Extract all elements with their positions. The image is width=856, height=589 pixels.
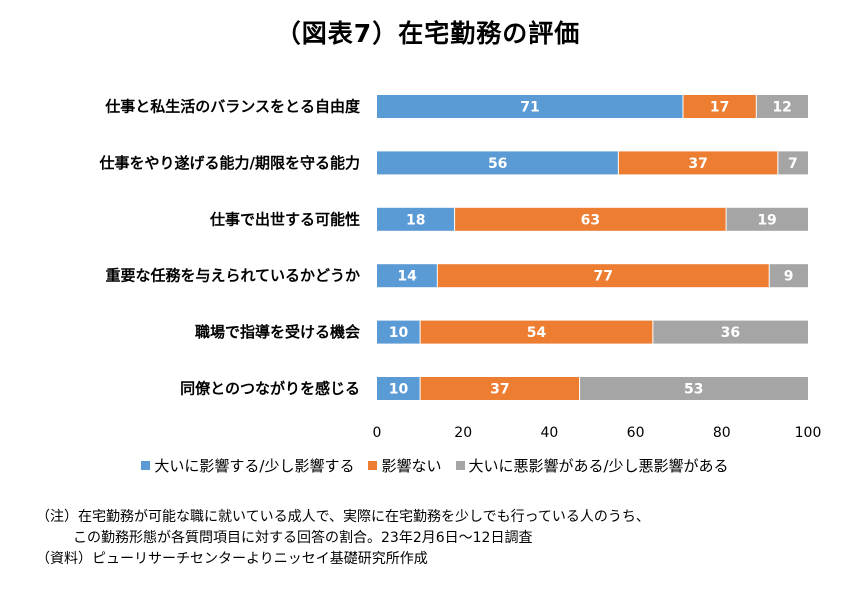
data-label: 63 <box>581 212 600 228</box>
category-label: 同僚とのつながりを感じる <box>180 380 360 398</box>
legend-swatch <box>455 461 465 470</box>
chart-title: （図表7）在宅勤務の評価 <box>275 19 581 48</box>
data-label: 7 <box>788 156 798 172</box>
legend-label: 大いに悪影響がある/少し悪影響がある <box>468 457 729 475</box>
bar-segment <box>437 264 770 288</box>
bar-segment <box>377 264 438 288</box>
legend-swatch <box>141 461 151 470</box>
data-label: 19 <box>757 212 776 228</box>
legend-item: 影響ない <box>368 455 442 476</box>
bar-segment <box>579 377 808 400</box>
x-tick-label: 0 <box>373 425 382 441</box>
note-line: （注）在宅勤務が可能な職に就いている成人で、実際に在宅勤務を少しでも行っている人… <box>36 509 650 525</box>
x-tick-label: 40 <box>540 425 558 441</box>
source-line: （資料）ピューリサーチセンターよりニッセイ基礎研究所作成 <box>36 551 428 567</box>
bar-segment <box>420 377 580 400</box>
x-tick-label: 20 <box>454 425 472 441</box>
bar-segment <box>756 95 808 118</box>
data-label: 36 <box>721 325 740 341</box>
bar-segment <box>618 151 778 175</box>
data-label: 9 <box>784 269 794 285</box>
x-tick-label: 100 <box>795 425 822 441</box>
legend-label: 影響ない <box>381 457 442 475</box>
category-label: 仕事で出世する可能性 <box>209 210 360 228</box>
bar-segment <box>377 95 684 118</box>
note-line: この勤務形態が各質問項目に対する回答の割合。23年2月6日～12日調査 <box>73 530 533 546</box>
data-label: 56 <box>488 156 507 172</box>
data-label: 12 <box>772 100 791 116</box>
data-label: 18 <box>406 212 425 228</box>
bar-segment <box>377 377 421 400</box>
x-tick-label: 80 <box>713 425 731 441</box>
data-label: 17 <box>710 100 729 116</box>
legend: 大いに影響する/少し影響する 影響ない 大いに悪影響がある/少し悪影響がある <box>30 455 840 476</box>
category-label: 職場で指導を受ける機会 <box>195 323 360 341</box>
bar-segment <box>454 207 727 231</box>
bar-segment <box>652 320 808 344</box>
notes: （注）在宅勤務が可能な職に就いている成人で、実際に在宅勤務を少しでも行っている人… <box>36 507 650 570</box>
bar-segment <box>377 320 421 344</box>
data-label: 14 <box>397 269 417 285</box>
legend-label: 大いに影響する/少し影響する <box>154 457 355 475</box>
legend-item: 大いに影響する/少し影響する <box>141 455 354 476</box>
category-label: 仕事をやり遂げる能力/期限を守る能力 <box>99 154 360 172</box>
bar-segment <box>777 151 808 175</box>
x-tick-label: 60 <box>627 425 645 441</box>
data-label: 37 <box>688 156 707 172</box>
data-label: 77 <box>594 269 613 285</box>
data-label: 10 <box>389 325 409 341</box>
legend-swatch <box>368 461 378 470</box>
category-label: 重要な任務を与えられているかどうか <box>105 267 360 285</box>
data-label: 37 <box>490 382 509 398</box>
bar-segment <box>726 207 808 231</box>
bar-segment <box>769 264 808 288</box>
legend-item: 大いに悪影響がある/少し悪影響がある <box>455 455 729 476</box>
data-label: 71 <box>520 100 539 116</box>
bar-segment <box>420 320 653 344</box>
category-label: 仕事と私生活のバランスをとる自由度 <box>104 98 361 116</box>
bar-segment <box>377 151 619 175</box>
data-label: 10 <box>389 382 409 398</box>
data-label: 53 <box>684 382 703 398</box>
bar-segment <box>683 95 757 118</box>
data-label: 54 <box>527 325 547 341</box>
bar-segment <box>377 207 455 231</box>
